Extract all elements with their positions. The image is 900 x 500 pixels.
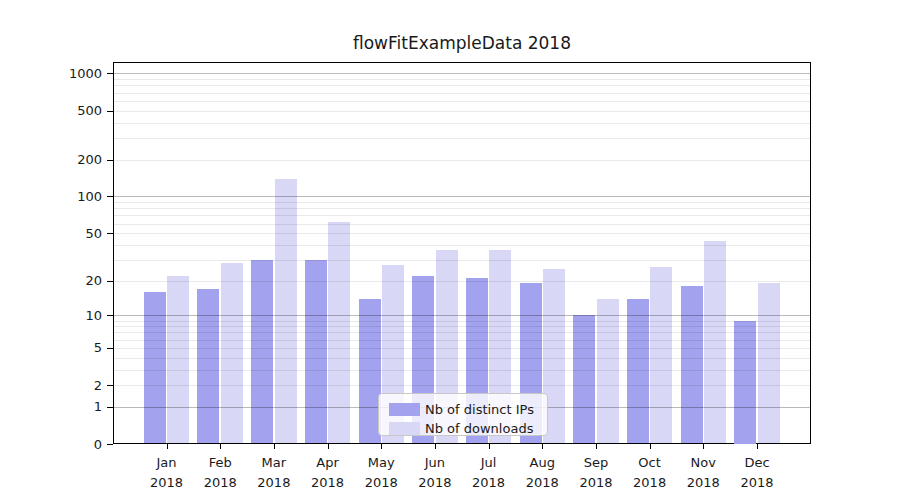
x-tick-mark <box>167 444 168 449</box>
x-tick-label-may: May 2018 <box>351 453 411 492</box>
y-tick-mark <box>107 196 113 197</box>
bar-distinct-ips-apr <box>305 260 327 444</box>
legend-swatch-distinct-ips-icon <box>389 403 420 416</box>
x-tick-label-sep: Sep 2018 <box>566 453 626 492</box>
y-tick-mark <box>107 385 113 386</box>
x-tick-mark <box>703 444 704 449</box>
y-tick-label: 1 <box>38 397 102 416</box>
bar-downloads-dec <box>758 283 780 443</box>
bar-downloads-apr <box>328 222 350 444</box>
chart-canvas: flowFitExampleData 2018 1000500200100502… <box>0 0 900 500</box>
x-tick-mark <box>650 444 651 449</box>
y-tick-mark <box>107 407 113 408</box>
y-tick-label: 5 <box>38 338 102 357</box>
x-tick-mark <box>757 444 758 449</box>
bar-distinct-ips-oct <box>627 299 649 444</box>
y-tick-mark <box>107 233 113 234</box>
y-tick-label: 20 <box>38 271 102 290</box>
x-tick-label-oct: Oct 2018 <box>620 453 680 492</box>
x-tick-label-jan: Jan 2018 <box>137 453 197 492</box>
x-tick-mark <box>489 444 490 449</box>
bar-distinct-ips-dec <box>734 321 756 444</box>
x-tick-mark <box>328 444 329 449</box>
plot-area <box>113 62 811 444</box>
x-tick-mark <box>435 444 436 449</box>
y-tick-mark <box>107 111 113 112</box>
x-tick-label-dec: Dec 2018 <box>727 453 787 492</box>
x-tick-label-mar: Mar 2018 <box>244 453 304 492</box>
y-tick-label: 2 <box>38 376 102 395</box>
bar-distinct-ips-sep <box>573 315 595 443</box>
x-tick-mark <box>542 444 543 449</box>
y-tick-label: 500 <box>38 101 102 120</box>
legend-row-downloads: Nb of downloads <box>379 419 549 439</box>
x-tick-mark <box>220 444 221 449</box>
legend-label-downloads: Nb of downloads <box>425 419 533 439</box>
x-tick-label-jun: Jun 2018 <box>405 453 465 492</box>
bar-downloads-nov <box>704 241 726 443</box>
legend-swatch-downloads-icon <box>389 422 420 435</box>
y-tick-mark <box>107 281 113 282</box>
x-tick-label-apr: Apr 2018 <box>298 453 358 492</box>
bar-downloads-jan <box>167 276 189 444</box>
bar-distinct-ips-mar <box>251 260 273 444</box>
bar-downloads-mar <box>275 179 297 444</box>
y-tick-label: 1000 <box>38 64 102 83</box>
x-tick-label-feb: Feb 2018 <box>190 453 250 492</box>
bars-layer <box>114 63 810 443</box>
chart-title: flowFitExampleData 2018 <box>113 33 811 53</box>
x-tick-label-aug: Aug 2018 <box>512 453 572 492</box>
legend-row-distinct-ips: Nb of distinct IPs <box>379 400 549 420</box>
bar-distinct-ips-feb <box>197 289 219 444</box>
y-tick-mark <box>107 73 113 74</box>
x-tick-label-nov: Nov 2018 <box>673 453 733 492</box>
x-tick-mark <box>381 444 382 449</box>
y-tick-label: 200 <box>38 150 102 169</box>
y-tick-label: 100 <box>38 187 102 206</box>
y-tick-mark <box>107 444 113 445</box>
x-tick-mark <box>596 444 597 449</box>
y-tick-mark <box>107 160 113 161</box>
bar-downloads-sep <box>597 299 619 444</box>
legend-label-distinct-ips: Nb of distinct IPs <box>425 400 534 420</box>
bar-distinct-ips-nov <box>681 286 703 443</box>
bar-downloads-oct <box>650 267 672 443</box>
y-tick-label: 0 <box>38 435 102 454</box>
bar-downloads-feb <box>221 263 243 443</box>
y-tick-mark <box>107 348 113 349</box>
bar-distinct-ips-jan <box>144 292 166 443</box>
legend: Nb of distinct IPs Nb of downloads <box>378 393 548 436</box>
y-tick-mark <box>107 315 113 316</box>
y-tick-label: 50 <box>38 224 102 243</box>
y-tick-label: 10 <box>38 306 102 325</box>
x-tick-label-jul: Jul 2018 <box>459 453 519 492</box>
x-tick-mark <box>274 444 275 449</box>
